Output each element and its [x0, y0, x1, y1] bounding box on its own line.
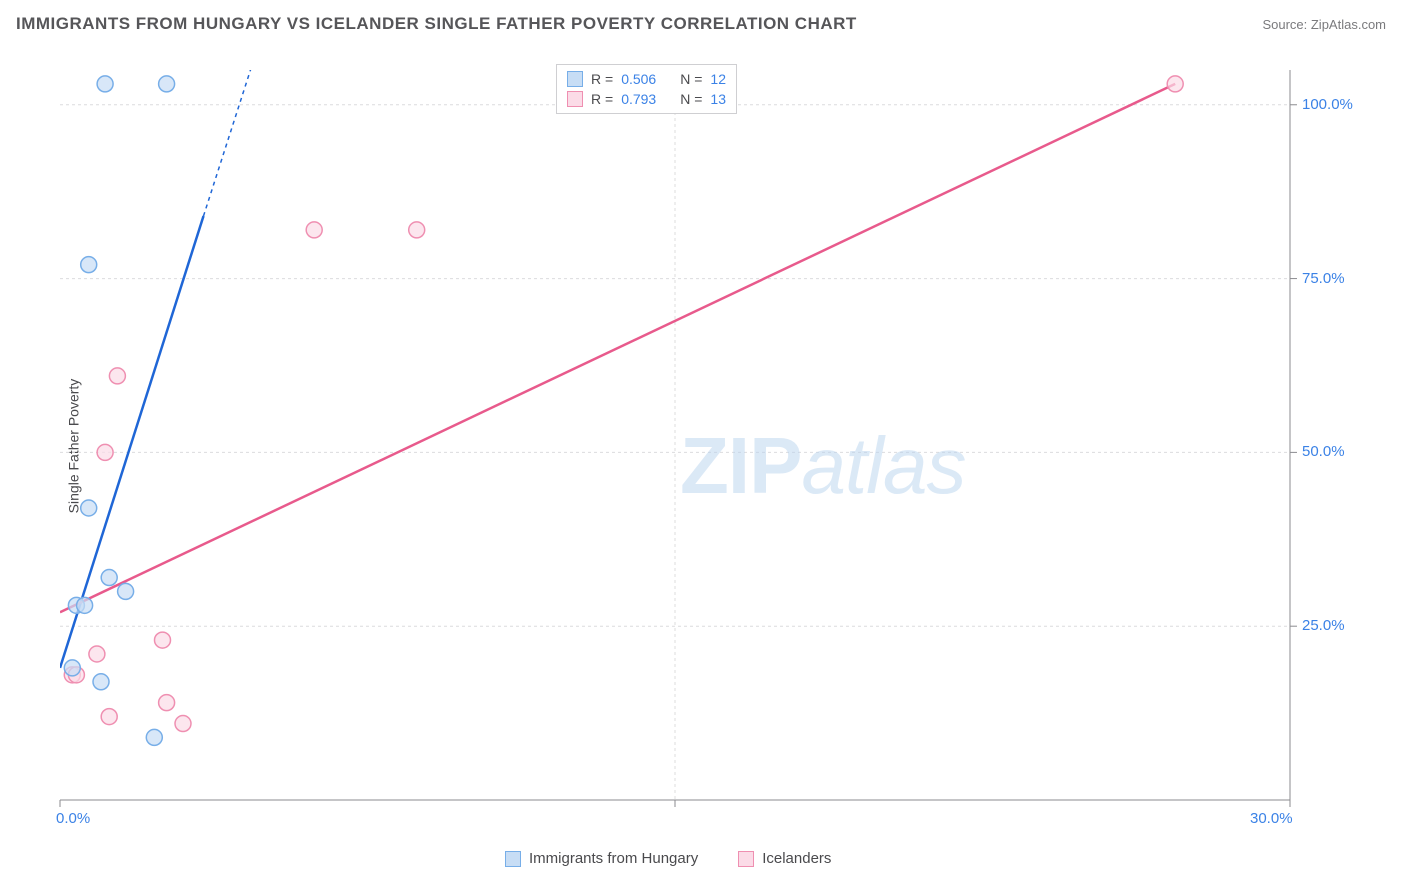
legend-swatch-0 — [505, 851, 521, 867]
source-label: Source: ZipAtlas.com — [1262, 17, 1386, 32]
swatch-series-0 — [567, 71, 583, 87]
r-label-0: R = — [591, 71, 613, 87]
x-tick-label: 0.0% — [56, 810, 90, 827]
chart-header: IMMIGRANTS FROM HUNGARY VS ICELANDER SIN… — [0, 0, 1406, 48]
r-value-1: 0.793 — [621, 91, 656, 107]
legend-swatch-1 — [738, 851, 754, 867]
legend-series: Immigrants from Hungary Icelanders — [505, 850, 831, 867]
legend-row-series-1: R = 0.793 N = 13 — [567, 89, 726, 109]
n-label-1: N = — [680, 91, 702, 107]
swatch-series-1 — [567, 91, 583, 107]
y-tick-label: 100.0% — [1302, 96, 1353, 113]
chart-title: IMMIGRANTS FROM HUNGARY VS ICELANDER SIN… — [16, 14, 857, 34]
x-tick-label: 30.0% — [1250, 810, 1293, 827]
r-label-1: R = — [591, 91, 613, 107]
chart-area: 25.0%50.0%75.0%100.0%0.0%30.0% — [50, 60, 1340, 830]
r-value-0: 0.506 — [621, 71, 656, 87]
n-label-0: N = — [680, 71, 702, 87]
chart-svg — [50, 60, 1340, 830]
legend-row-series-0: R = 0.506 N = 12 — [567, 69, 726, 89]
y-tick-label: 50.0% — [1302, 443, 1345, 460]
y-tick-label: 25.0% — [1302, 617, 1345, 634]
legend-label-1: Icelanders — [762, 850, 831, 867]
y-tick-label: 75.0% — [1302, 270, 1345, 287]
n-value-0: 12 — [710, 71, 726, 87]
legend-item-0: Immigrants from Hungary — [505, 850, 698, 867]
legend-item-1: Icelanders — [738, 850, 831, 867]
legend-correlation: R = 0.506 N = 12 R = 0.793 N = 13 — [556, 64, 737, 114]
legend-label-0: Immigrants from Hungary — [529, 850, 698, 867]
n-value-1: 13 — [710, 91, 726, 107]
